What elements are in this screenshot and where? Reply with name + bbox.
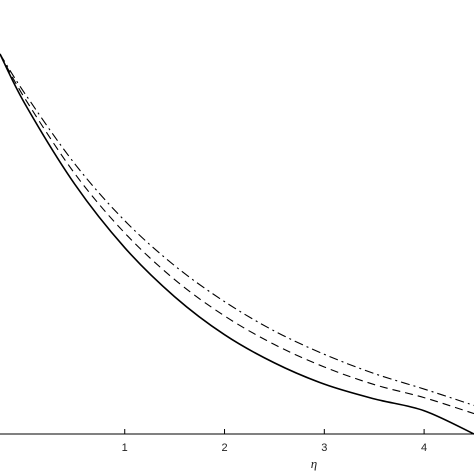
axes (0, 429, 474, 435)
series-line-solid (0, 53, 474, 435)
x-axis-label: η (311, 456, 317, 471)
series-line-dashed (0, 53, 474, 415)
x-tick-label: 4 (421, 442, 427, 454)
x-tick-labels: 1 2 3 4 (122, 442, 427, 454)
x-tick-label: 2 (221, 442, 227, 454)
series-line-dash-dot (0, 53, 474, 406)
series-group (0, 53, 474, 435)
x-tick-label: 1 (122, 442, 128, 454)
x-tick-label: 3 (321, 442, 327, 454)
